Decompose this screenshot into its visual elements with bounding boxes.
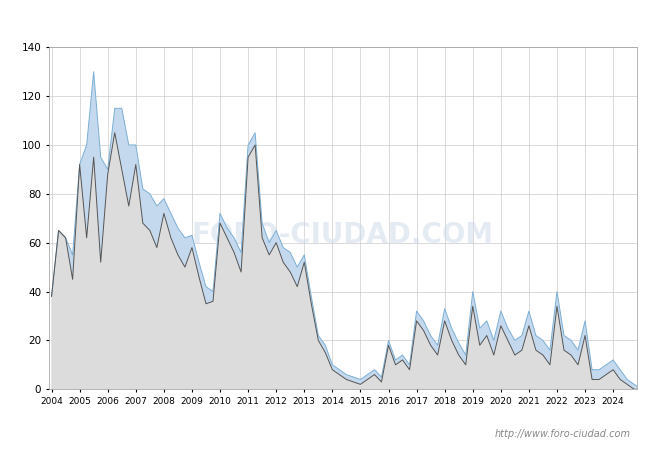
Text: FORO-CIUDAD.COM: FORO-CIUDAD.COM — [192, 221, 494, 249]
Text: http://www.foro-ciudad.com: http://www.foro-ciudad.com — [495, 429, 630, 439]
Text: Carballo - Evolucion del Nº de Transacciones Inmobiliarias: Carballo - Evolucion del Nº de Transacci… — [112, 14, 538, 29]
